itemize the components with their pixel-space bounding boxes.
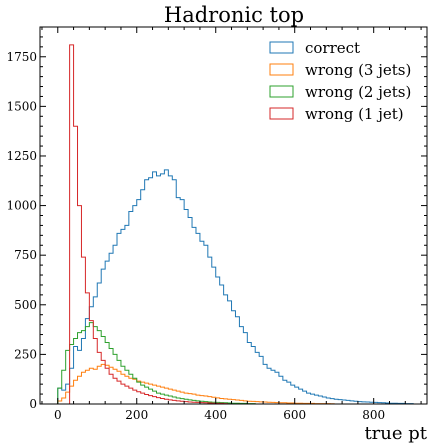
legend: correct wrong (3 jets) wrong (2 jets) wrong… bbox=[269, 39, 411, 123]
x-tick-label-0: 0 bbox=[54, 408, 62, 422]
y-tick-label-0: 0 bbox=[29, 397, 37, 411]
legend-swatch-2 bbox=[269, 85, 294, 98]
x-tick-label-1: 200 bbox=[125, 408, 148, 422]
y-tick-label-5: 1250 bbox=[6, 149, 37, 163]
y-tick-label-4: 1000 bbox=[6, 199, 37, 213]
chart-title: Hadronic top bbox=[164, 3, 304, 27]
series-3-step-line bbox=[69, 44, 229, 405]
plot-area: 0 200 400 600 800 0 250 500 750 1000 1250 1500 1750 bbox=[6, 26, 428, 422]
legend-label-3: wrong (1 jet) bbox=[305, 105, 404, 123]
legend-swatch-1 bbox=[269, 63, 294, 76]
y-tick-label-7: 1750 bbox=[6, 50, 37, 64]
series-1-step-line bbox=[57, 363, 335, 405]
legend-label-1: wrong (3 jets) bbox=[305, 61, 411, 79]
series-0-step-line bbox=[57, 169, 414, 405]
x-axis-label: true pt bbox=[364, 423, 427, 444]
legend-swatch-0 bbox=[269, 41, 294, 54]
y-tick-label-1: 250 bbox=[14, 347, 37, 361]
legend-label-0: correct bbox=[305, 39, 360, 57]
series-2-step-line bbox=[57, 322, 256, 405]
y-tick-label-2: 500 bbox=[14, 298, 37, 312]
x-tick-label-4: 800 bbox=[362, 408, 385, 422]
legend-swatch-3 bbox=[269, 107, 294, 120]
legend-label-2: wrong (2 jets) bbox=[305, 83, 411, 101]
x-tick-label-2: 400 bbox=[204, 408, 227, 422]
x-tick-label-3: 600 bbox=[283, 408, 306, 422]
y-tick-label-6: 1500 bbox=[6, 99, 37, 113]
y-tick-label-3: 750 bbox=[14, 248, 37, 262]
